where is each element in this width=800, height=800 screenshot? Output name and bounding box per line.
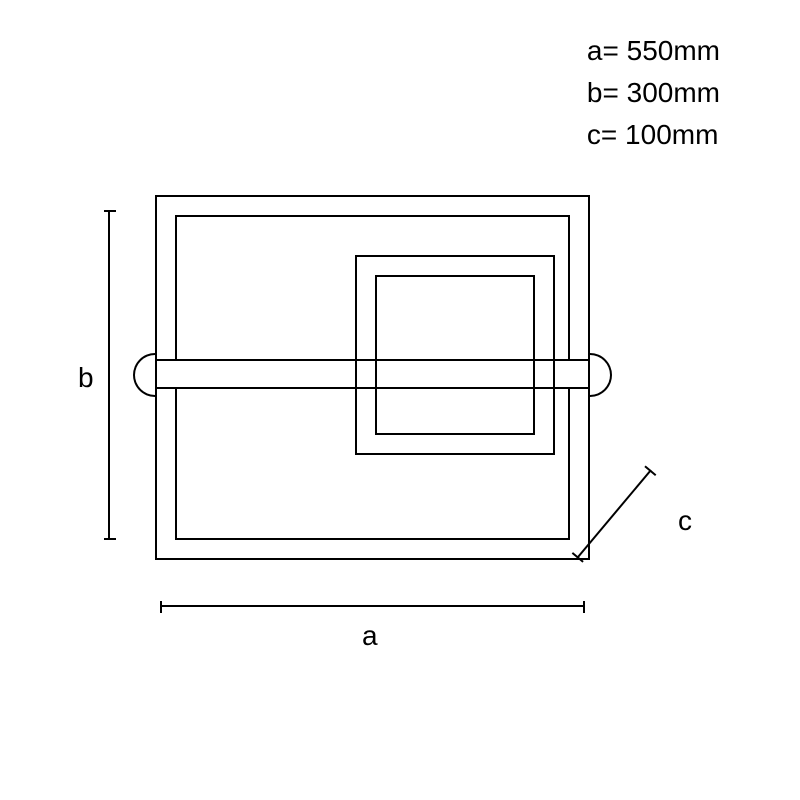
dimension-label-c: c xyxy=(678,505,692,537)
dimension-legend: a= 550mm b= 300mm c= 100mm xyxy=(587,30,720,156)
dimension-line-b xyxy=(108,210,110,540)
tab-left xyxy=(133,353,155,397)
legend-line-c: c= 100mm xyxy=(587,114,720,156)
legend-line-b: b= 300mm xyxy=(587,72,720,114)
dimension-label-b: b xyxy=(78,362,94,394)
dim-c-tick-top xyxy=(644,466,656,477)
dimension-line-a xyxy=(160,605,585,607)
legend-line-a: a= 550mm xyxy=(587,30,720,72)
tab-right xyxy=(590,353,612,397)
dimension-label-a: a xyxy=(362,620,378,652)
inner-frame-inner xyxy=(375,275,535,435)
